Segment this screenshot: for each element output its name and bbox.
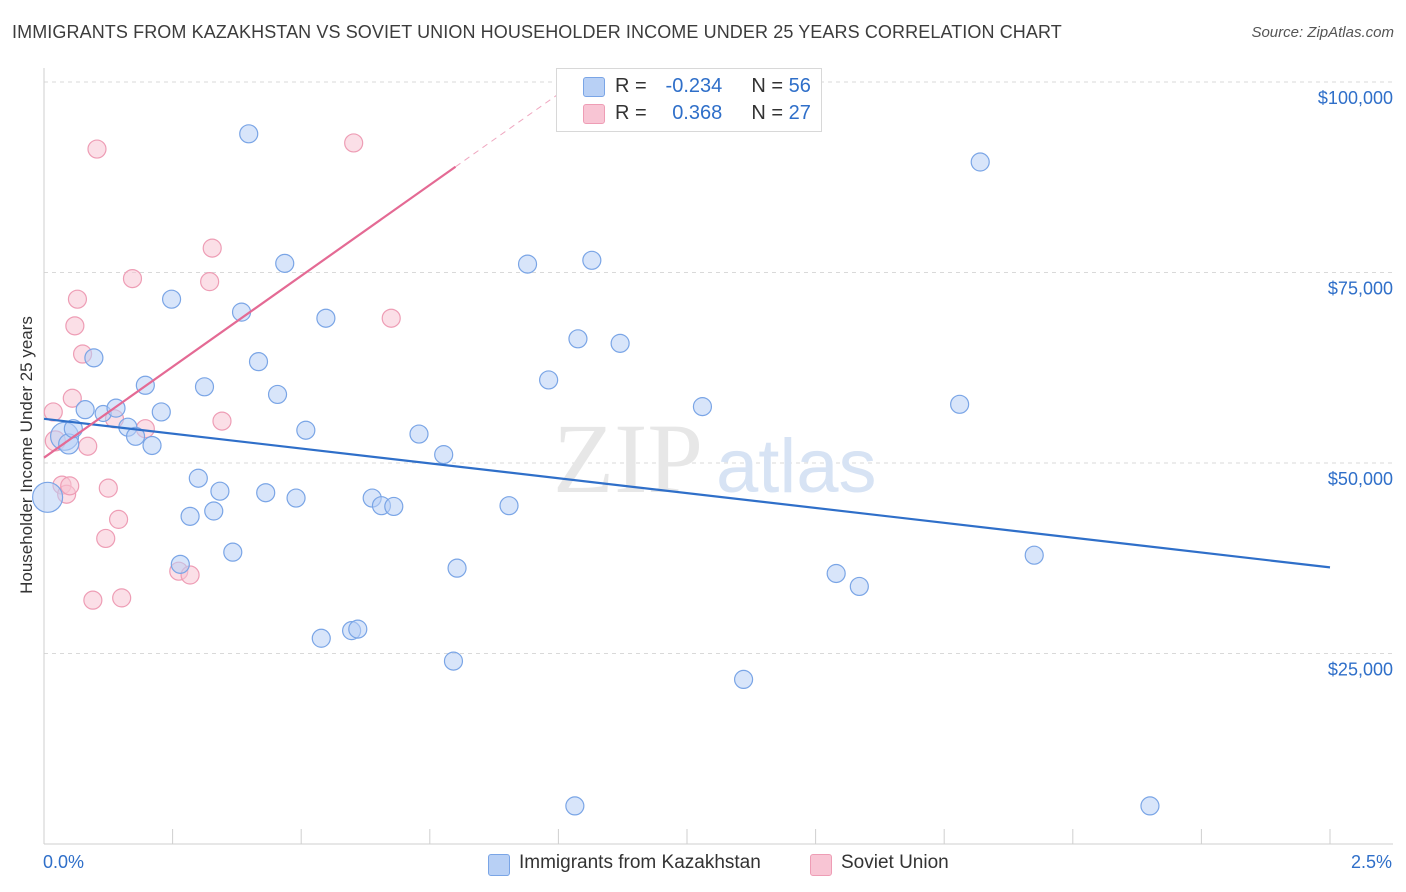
source-label: Source: ZipAtlas.com: [1251, 24, 1394, 41]
y-tick-labels: $25,000 $50,000 $75,000 $100,000: [1318, 88, 1393, 680]
kazakhstan-point: [950, 394, 970, 414]
kazakhstan-point: [223, 542, 243, 562]
kazakhstan-point: [970, 152, 990, 172]
kazakhstan-point: [409, 424, 429, 444]
soviet-union-point: [212, 411, 232, 431]
kazakhstan-trend-line: [43, 417, 1331, 569]
soviet-union-point: [96, 528, 116, 549]
kazakhstan-point: [296, 420, 316, 440]
kazakhstan-point: [180, 506, 200, 526]
legend-n-value-soviet-union: 27: [788, 102, 811, 124]
kazakhstan-point: [849, 576, 869, 597]
legend-n-label: N =: [751, 102, 784, 124]
kazakhstan-point: [384, 496, 404, 517]
chart-title: IMMIGRANTS FROM KAZAKHSTAN VS SOVIET UNI…: [12, 22, 1062, 42]
kazakhstan-point: [210, 481, 230, 501]
watermark-zip: ZIP: [553, 403, 703, 514]
legend-r-value-soviet-union: 0.368: [672, 102, 723, 124]
soviet-union-point: [381, 308, 401, 328]
kazakhstan-point: [125, 426, 146, 446]
soviet-union-point: [108, 509, 129, 529]
kazakhstan-point: [316, 308, 336, 328]
kazakhstan-points: [32, 124, 1160, 816]
kazakhstan-point: [75, 400, 95, 420]
y-axis-label: Householder Income Under 25 years: [17, 316, 36, 594]
kazakhstan-point: [568, 329, 588, 349]
soviet-union-point: [98, 478, 118, 498]
soviet-union-point: [122, 268, 143, 289]
correlation-legend: R = -0.234 N = 56 R = 0.368 N = 27: [556, 68, 822, 132]
kazakhstan-point: [275, 253, 295, 273]
legend-swatch-pink: [583, 104, 605, 124]
kazakhstan-point: [188, 468, 208, 488]
y-tick-label: $25,000: [1328, 660, 1393, 680]
kazakhstan-point: [32, 481, 64, 513]
legend-n-label: N =: [751, 75, 784, 97]
soviet-union-points: [43, 133, 401, 610]
soviet-union-trend-line-extension: [455, 81, 576, 168]
soviet-union-point: [60, 476, 80, 496]
kazakhstan-point: [311, 628, 331, 648]
kazakhstan-point: [204, 501, 224, 521]
soviet-union-point: [78, 436, 98, 456]
kazakhstan-point: [286, 488, 306, 508]
kazakhstan-point: [256, 483, 276, 503]
soviet-union-point: [65, 316, 85, 336]
series-swatch-pink: [810, 854, 832, 876]
kazakhstan-point: [443, 651, 464, 671]
legend-n-value-kazakhstan: 56: [788, 75, 811, 97]
watermark-atlas: atlas: [716, 424, 877, 509]
kazakhstan-point: [539, 370, 559, 390]
kazakhstan-point: [267, 384, 288, 405]
y-tick-label: $75,000: [1328, 279, 1393, 299]
legend-r-label: R =: [615, 102, 647, 124]
y-tick-label: $100,000: [1318, 88, 1393, 108]
kazakhstan-point: [1140, 796, 1160, 816]
kazakhstan-point: [434, 445, 454, 465]
kazakhstan-point: [248, 352, 269, 372]
kazakhstan-point: [826, 563, 846, 584]
kazakhstan-point: [239, 124, 259, 144]
legend-r-value-kazakhstan: -0.234: [665, 75, 723, 97]
series-label-kazakhstan: Immigrants from Kazakhstan: [519, 852, 761, 873]
soviet-union-point: [62, 388, 82, 408]
x-tick-max: 2.5%: [1351, 852, 1393, 872]
trend-lines: [43, 81, 1331, 569]
series-swatch-blue: [488, 854, 510, 876]
legend-r-label: R =: [615, 75, 647, 97]
soviet-union-point: [200, 272, 220, 292]
legend-swatch-blue: [583, 77, 605, 97]
soviet-union-point: [344, 133, 364, 153]
kazakhstan-point: [565, 796, 585, 816]
soviet-union-point: [87, 139, 107, 159]
kazakhstan-point: [170, 554, 190, 574]
kazakhstan-point: [499, 496, 519, 516]
kazakhstan-point: [447, 558, 467, 578]
kazakhstan-point: [84, 348, 104, 368]
kazakhstan-point: [151, 402, 171, 422]
kazakhstan-point: [142, 435, 162, 456]
kazakhstan-point: [517, 254, 538, 274]
soviet-union-point: [67, 289, 88, 309]
kazakhstan-point: [733, 669, 754, 690]
y-tick-label: $50,000: [1328, 469, 1393, 489]
kazakhstan-point: [1024, 545, 1044, 565]
soviet-union-point: [202, 238, 222, 258]
kazakhstan-point: [692, 397, 713, 417]
kazakhstan-point: [194, 377, 215, 397]
series-label-soviet-union: Soviet Union: [841, 852, 949, 873]
kazakhstan-point: [161, 289, 182, 309]
axes: [43, 68, 1393, 845]
soviet-union-trend-line: [43, 165, 457, 459]
soviet-union-point: [83, 590, 103, 610]
soviet-union-point: [112, 588, 132, 608]
kazakhstan-point: [610, 333, 630, 353]
x-tick-min: 0.0%: [43, 852, 85, 872]
gridlines: [44, 81, 1393, 654]
watermark: ZIP atlas: [553, 403, 877, 514]
kazakhstan-point: [348, 619, 368, 639]
kazakhstan-point: [582, 250, 602, 270]
